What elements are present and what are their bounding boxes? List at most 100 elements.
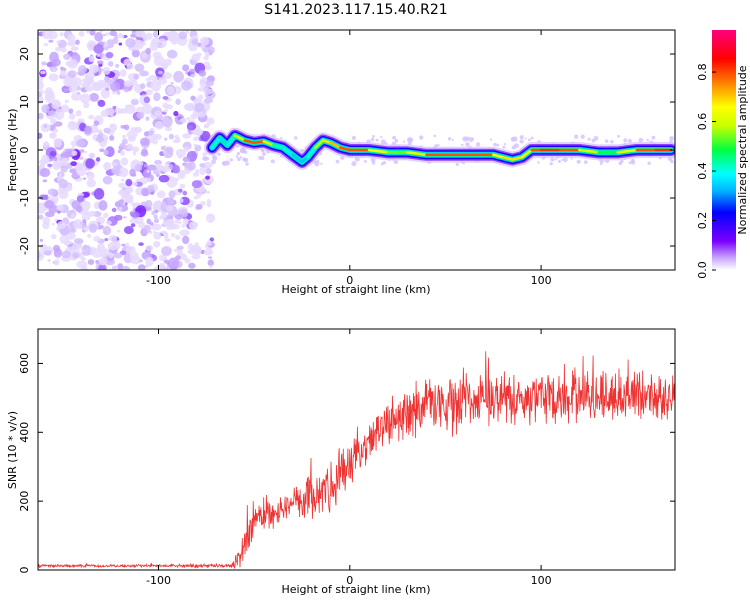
ridge-segment xyxy=(252,140,265,145)
noise-speckle xyxy=(599,162,603,166)
noise-speckle xyxy=(587,137,591,141)
noise-speckle xyxy=(67,70,77,79)
noise-speckle xyxy=(173,70,184,83)
noise-speckle xyxy=(140,83,146,90)
spectrogram-y-tick-label: 0 xyxy=(18,147,31,154)
noise-speckle xyxy=(208,46,215,54)
noise-speckle xyxy=(162,96,169,100)
noise-speckle xyxy=(141,188,149,197)
noise-speckle xyxy=(465,142,470,147)
noise-speckle xyxy=(208,256,213,259)
noise-speckle xyxy=(75,110,82,117)
noise-speckle xyxy=(72,252,80,259)
noise-speckle xyxy=(199,167,207,175)
noise-speckle xyxy=(38,250,45,261)
noise-speckle xyxy=(90,30,96,36)
noise-speckle xyxy=(53,259,60,266)
noise-speckle xyxy=(61,250,71,259)
noise-speckle xyxy=(647,161,651,165)
noise-speckle xyxy=(59,32,64,37)
noise-speckle xyxy=(198,94,204,101)
noise-speckle xyxy=(205,175,211,180)
snr-y-tick-label: 200 xyxy=(18,491,31,512)
noise-speckle xyxy=(87,210,96,217)
noise-speckle xyxy=(123,226,134,235)
noise-speckle xyxy=(86,30,90,34)
noise-speckle xyxy=(583,160,588,165)
noise-speckle xyxy=(561,158,564,161)
noise-speckle xyxy=(617,134,620,138)
noise-speckle xyxy=(63,53,71,60)
colorbar-tick-label: 0.2 xyxy=(696,212,709,230)
noise-speckle xyxy=(120,178,125,182)
noise-speckle xyxy=(103,162,112,171)
noise-speckle xyxy=(38,214,44,220)
noise-speckle xyxy=(38,112,44,120)
noise-speckle xyxy=(190,95,196,101)
noise-speckle xyxy=(87,234,92,238)
noise-speckle xyxy=(59,234,70,245)
noise-speckle xyxy=(670,159,674,164)
noise-speckle xyxy=(199,36,210,46)
colorbar-gradient xyxy=(712,30,736,270)
noise-speckle xyxy=(49,150,57,157)
noise-speckle xyxy=(205,80,214,87)
noise-speckle xyxy=(61,157,69,167)
noise-speckle xyxy=(121,265,131,270)
spectrogram-y-tick-label: -20 xyxy=(18,237,31,255)
snr-y-tick-label: 0 xyxy=(18,567,31,574)
noise-speckle xyxy=(68,232,76,240)
noise-speckle xyxy=(175,148,187,158)
noise-speckle xyxy=(153,92,161,102)
noise-speckle xyxy=(147,184,155,193)
noise-speckle xyxy=(380,136,383,139)
noise-speckle xyxy=(102,66,111,75)
noise-speckle xyxy=(121,243,126,247)
ridge-segment xyxy=(492,153,505,159)
noise-speckle xyxy=(392,135,396,140)
noise-speckle xyxy=(627,138,632,144)
noise-speckle xyxy=(524,137,527,140)
noise-speckle xyxy=(151,211,155,216)
noise-speckle xyxy=(604,139,609,143)
noise-speckle xyxy=(235,155,239,158)
noise-speckle xyxy=(102,225,112,236)
noise-speckle xyxy=(618,161,623,166)
noise-speckle xyxy=(147,164,157,171)
noise-speckle xyxy=(75,205,83,213)
noise-speckle xyxy=(86,71,95,80)
noise-speckle xyxy=(39,238,44,242)
noise-speckle xyxy=(47,163,53,168)
noise-speckle xyxy=(109,30,118,37)
colorbar-label: Normalized spectral amplitude xyxy=(736,65,749,234)
noise-speckle xyxy=(182,64,190,72)
noise-speckle xyxy=(157,190,166,199)
noise-speckle xyxy=(166,205,174,212)
noise-speckle xyxy=(164,237,172,242)
noise-speckle xyxy=(153,267,158,270)
noise-speckle xyxy=(186,116,191,120)
noise-speckle xyxy=(132,151,137,156)
noise-speckle xyxy=(168,133,175,140)
ridge-segment xyxy=(210,136,221,149)
noise-speckle xyxy=(141,52,148,59)
noise-speckle xyxy=(76,91,81,95)
noise-speckle xyxy=(76,260,88,269)
noise-speckle xyxy=(513,143,519,149)
noise-speckle xyxy=(88,56,95,63)
spectrogram-y-tick-label: -10 xyxy=(18,189,31,207)
ridge-segment xyxy=(405,151,428,157)
noise-speckle xyxy=(651,135,656,140)
noise-speckle xyxy=(550,157,555,162)
snr-panel: -100 0 100 0 200 400 600 Height of straight l… xyxy=(6,328,676,596)
noise-speckle xyxy=(88,223,98,233)
noise-speckle xyxy=(198,70,207,77)
noise-speckle xyxy=(71,146,75,150)
noise-speckle xyxy=(174,219,179,224)
noise-speckle xyxy=(137,264,146,270)
noise-speckle xyxy=(519,135,524,140)
noise-speckle xyxy=(114,214,123,221)
noise-speckle xyxy=(200,44,206,50)
noise-speckle xyxy=(105,32,111,36)
